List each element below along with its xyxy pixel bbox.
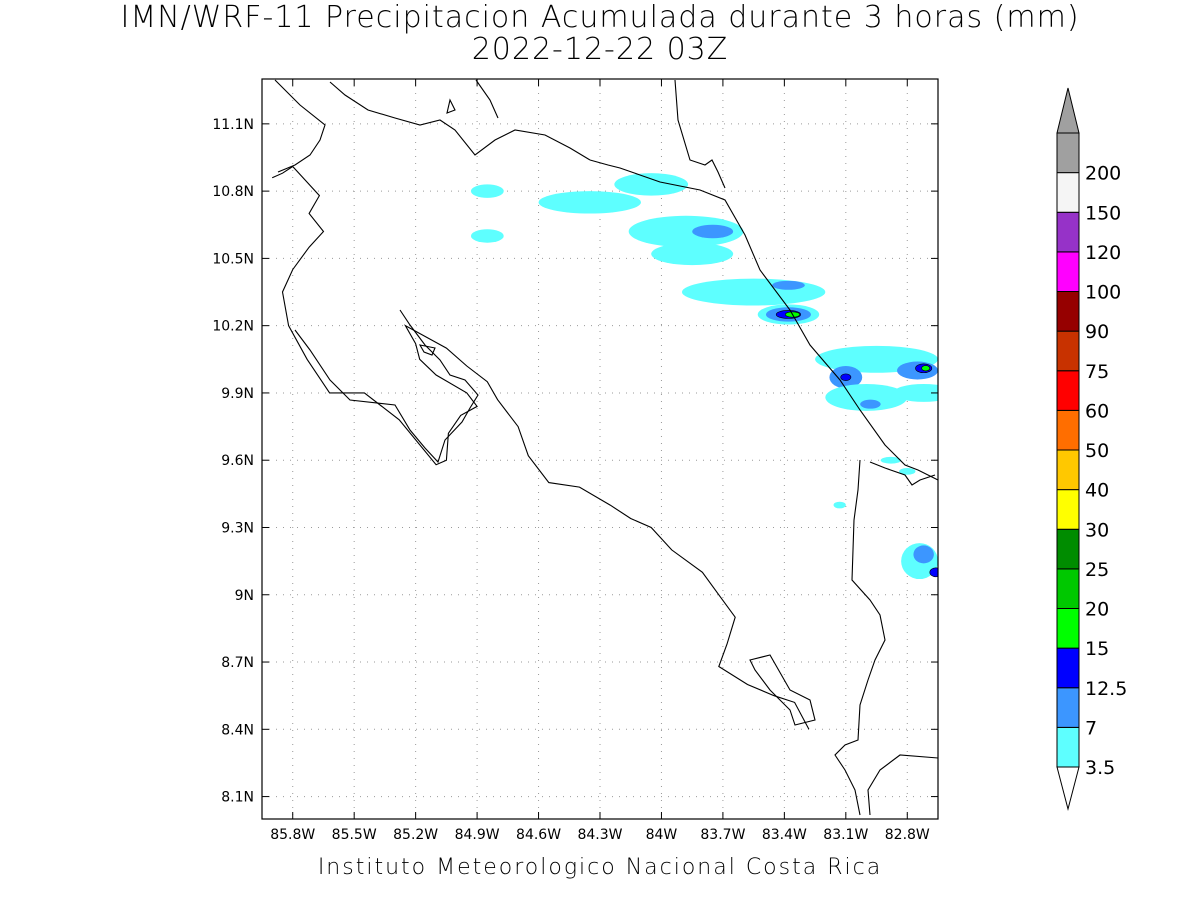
legend-label: 60 [1085,400,1109,422]
border-path [294,309,479,464]
legend-label: 40 [1085,480,1109,502]
lat-tick-label: 8.7N [221,655,254,671]
lon-tick-label: 85.8W [270,827,315,843]
title-line-1: IMN/WRF-11 Precipitacion Acumulada duran… [120,0,1080,35]
precip-cell [538,191,641,214]
lon-tick-label: 84.9W [455,827,500,843]
footer-credit: Instituto Meteorologico Nacional Costa R… [317,855,883,880]
border-path [869,461,936,486]
legend-label: 75 [1085,361,1109,383]
legend-swatch [1056,370,1080,411]
precip-cell [651,242,734,266]
legend-label: 12.5 [1085,678,1127,700]
precip-cell [913,545,934,564]
legend-label: 120 [1085,242,1121,264]
lon-tick-label: 84W [646,827,678,843]
map-grid [262,79,938,819]
legend-swatch [1056,172,1080,213]
precip-cell [860,399,881,409]
lat-tick-label: 10.2N [212,319,254,335]
legend-label: 30 [1085,519,1109,541]
precip-cell [840,373,852,381]
lon-tick-label: 83.1W [823,827,868,843]
lat-tick-label: 10.8N [212,184,254,200]
legend-swatch [1056,409,1080,451]
precipitation-field [470,173,938,580]
legend-swatch [1056,291,1080,332]
lat-tick-label: 9.9N [221,386,254,402]
border-path [749,654,816,726]
lat-tick-label: 9N [235,588,254,604]
legend-under-arrow [1056,766,1080,811]
precip-cell [681,278,826,306]
legend-label: 20 [1085,599,1109,621]
coastline [271,79,938,816]
legend-label: 15 [1085,638,1109,660]
border-path [834,459,886,816]
border-path [329,81,591,161]
legend-label: 150 [1085,202,1121,224]
coastline-path [271,165,810,730]
legend-label: 7 [1085,717,1097,739]
plot-frame [261,78,939,820]
legend-label: 50 [1085,440,1109,462]
border-path [674,79,726,189]
precip-cell [929,567,938,578]
lon-tick-label: 85.2W [393,827,438,843]
legend-swatch [1056,251,1080,292]
border-path [418,344,436,356]
lat-tick-label: 8.4N [221,722,254,738]
border-path [589,159,938,481]
legend-swatch [1056,726,1080,768]
precip-cell [892,383,938,402]
precip-cell [470,229,504,243]
legend-label: 100 [1085,282,1121,304]
precip-cell [833,501,846,509]
precip-cell [692,224,734,239]
color-legend: 3.5 7 12.5 15 20 25 30 40 50 60 75 90 100 120 150 200 [1056,87,1127,811]
lon-tick-label: 83.4W [762,827,807,843]
legend-label: 25 [1085,559,1109,581]
precip-cell [880,456,902,464]
precip-cell [628,215,744,248]
legend-label: 90 [1085,321,1109,343]
legend-swatch [1056,132,1080,174]
precip-cell [899,468,916,475]
legend-label: 200 [1085,163,1121,185]
lon-tick-label: 84.6W [516,827,561,843]
precip-cell [614,173,689,196]
map-title: IMN/WRF-11 Precipitacion Acumulada duran… [0,2,1200,66]
lat-tick-label: 10.5N [212,251,254,267]
border-path [446,98,456,114]
lat-tick-label: 8.1N [221,790,254,806]
precip-cell [470,184,504,198]
lon-tick-label: 82.8W [885,827,930,843]
legend-swatch [1056,647,1080,689]
precip-cell [921,365,931,372]
legend-swatch [1056,687,1080,728]
legend-swatch [1056,330,1080,372]
lon-tick-label: 85.5W [332,827,377,843]
border-path [274,79,326,173]
map-axes: 11.1N 10.8N 10.5N 10.2N 9.9N 9.6N 9.3N 9N 8.7N 8.… [212,79,938,843]
lat-tick-label: 9.6N [221,453,254,469]
legend-swatch [1056,489,1080,530]
legend-label: 3.5 [1085,757,1115,779]
legend-swatch [1056,449,1080,491]
lon-tick-label: 83.7W [700,827,745,843]
lon-tick-label: 84.3W [577,827,622,843]
precip-cell [772,280,805,290]
title-line-2: 2022-12-22 03Z [471,32,729,67]
lat-tick-label: 11.1N [212,117,254,133]
border-path [867,754,938,816]
legend-swatch [1056,528,1080,570]
border-path [475,79,499,119]
legend-swatch [1056,568,1080,609]
lat-tick-label: 9.3N [221,520,254,536]
legend-swatch [1056,211,1080,253]
legend-over-arrow [1056,87,1080,134]
legend-swatch [1056,608,1080,649]
precip-cell [825,383,908,411]
